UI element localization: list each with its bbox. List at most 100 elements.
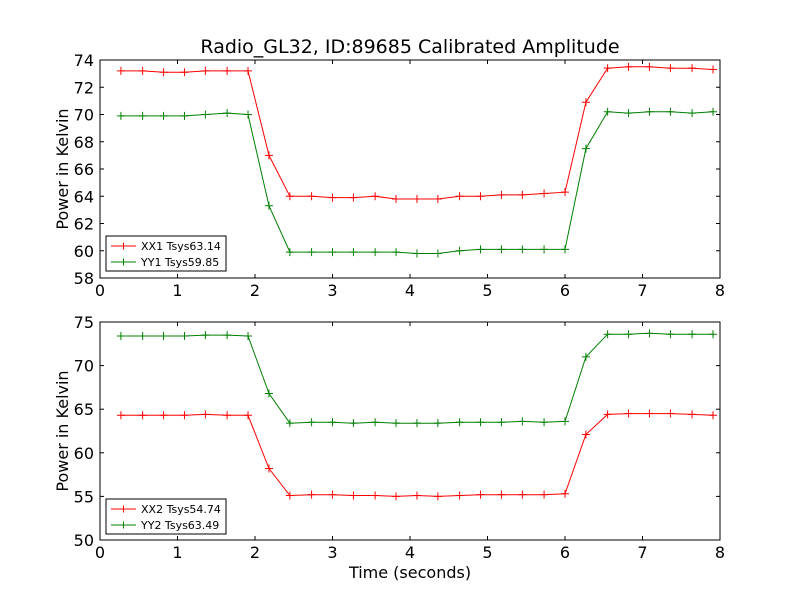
bottom-y-axis-label: Power in Kelvin	[53, 370, 72, 491]
bottom-data-point	[328, 418, 337, 427]
bottom-legend: XX2 Tsys54.74 YY2 Tsys63.49	[105, 498, 227, 535]
bottom-legend-label: YY2 Tsys63.49	[140, 519, 219, 532]
bottom-data-point	[581, 430, 590, 439]
top-data-point	[709, 65, 718, 74]
bottom-data-point	[709, 411, 718, 420]
top-data-point	[180, 111, 189, 120]
bottom-data-point	[180, 331, 189, 340]
top-x-tick-label: 7	[637, 281, 647, 300]
bottom-y-tick-label: 55	[74, 487, 94, 506]
bottom-x-tick-label: 8	[715, 543, 725, 562]
top-data-point	[645, 107, 654, 116]
top-data-point	[392, 194, 401, 203]
bottom-data-point	[371, 491, 380, 500]
top-x-tick-label: 4	[405, 281, 415, 300]
top-legend: XX1 Tsys63.14 YY1 Tsys59.85	[105, 235, 227, 272]
bottom-data-point	[624, 330, 633, 339]
bottom-data-point	[540, 490, 549, 499]
bottom-legend-box	[105, 498, 227, 535]
bottom-data-point	[455, 418, 464, 427]
bottom-data-point	[116, 411, 125, 420]
top-series-2	[116, 107, 718, 258]
top-data-point	[159, 111, 168, 120]
bottom-x-tick-label: 5	[482, 543, 492, 562]
bottom-data-point	[688, 330, 697, 339]
top-y-tick-label: 64	[74, 187, 94, 206]
bottom-data-point	[201, 410, 210, 419]
top-y-tick-label: 58	[74, 269, 94, 288]
top-data-point	[624, 109, 633, 118]
bottom-series-1	[116, 409, 718, 501]
top-data-point	[285, 248, 294, 257]
bottom-data-point	[624, 409, 633, 418]
top-data-point	[645, 62, 654, 71]
bottom-data-point	[159, 411, 168, 420]
top-data-point	[328, 193, 337, 202]
bottom-legend-marker	[120, 505, 127, 513]
top-chart: 0 1 2 3 4 5 6 7 8 58 60 62 64 66 68 70 72 74 Power in Kelv…	[53, 51, 725, 300]
top-data-point	[433, 249, 442, 258]
bottom-legend-item-2: YY2 Tsys63.49	[111, 519, 219, 532]
bottom-data-point	[603, 330, 612, 339]
bottom-data-point	[223, 331, 232, 340]
top-data-point	[688, 109, 697, 118]
bottom-data-point	[497, 490, 506, 499]
top-y-tick-label: 68	[74, 133, 94, 152]
top-data-point	[371, 192, 380, 201]
bottom-data-point	[285, 419, 294, 428]
bottom-data-point	[138, 411, 147, 420]
top-data-point	[561, 188, 569, 197]
top-x-tick-label: 8	[715, 281, 725, 300]
bottom-legend-item-1: XX2 Tsys54.74	[111, 503, 221, 516]
top-y-axis-label: Power in Kelvin	[53, 108, 72, 229]
bottom-data-point	[244, 331, 253, 340]
bottom-data-point	[476, 418, 485, 427]
top-data-point	[497, 245, 506, 254]
bottom-data-point	[349, 419, 358, 428]
bottom-data-point	[307, 418, 316, 427]
bottom-data-point	[244, 411, 253, 420]
top-data-point	[264, 201, 273, 210]
top-data-point	[307, 192, 316, 201]
top-data-point	[666, 107, 675, 116]
top-data-point	[285, 192, 294, 201]
top-data-point	[476, 245, 485, 254]
top-y-tick-label: 70	[74, 106, 94, 125]
bottom-x-tick-label: 6	[560, 543, 570, 562]
bottom-data-point	[540, 418, 549, 427]
bottom-data-point	[561, 417, 569, 426]
top-legend-box	[105, 235, 227, 272]
top-data-point	[518, 245, 527, 254]
top-data-point	[223, 66, 232, 75]
bottom-data-point	[264, 464, 273, 473]
top-x-tick-label: 2	[250, 281, 260, 300]
bottom-data-point	[307, 490, 316, 499]
bottom-data-point	[392, 419, 401, 428]
bottom-x-tick-label: 0	[95, 543, 105, 562]
top-data-point	[392, 248, 401, 257]
top-data-point	[138, 111, 147, 120]
top-y-tick-label: 62	[74, 215, 94, 234]
top-data-point	[159, 68, 168, 77]
top-data-point	[349, 193, 358, 202]
top-data-point	[561, 245, 569, 254]
bottom-data-point	[412, 491, 421, 500]
bottom-data-point	[497, 418, 506, 427]
top-y-tick-label: 74	[74, 51, 94, 70]
bottom-data-point	[116, 331, 125, 340]
bottom-data-point	[392, 492, 401, 501]
top-data-point	[201, 110, 210, 119]
top-y-tick-label: 66	[74, 160, 94, 179]
top-data-point	[581, 144, 590, 153]
top-legend-label: YY1 Tsys59.85	[140, 256, 219, 269]
bottom-data-point	[518, 490, 527, 499]
top-data-point	[328, 248, 337, 257]
top-data-point	[116, 111, 125, 120]
top-data-point	[581, 98, 590, 107]
top-data-point	[116, 66, 125, 75]
bottom-data-point	[433, 419, 442, 428]
top-legend-label: XX1 Tsys63.14	[141, 240, 221, 253]
top-data-point	[180, 68, 189, 77]
bottom-y-tick-label: 75	[74, 313, 94, 332]
